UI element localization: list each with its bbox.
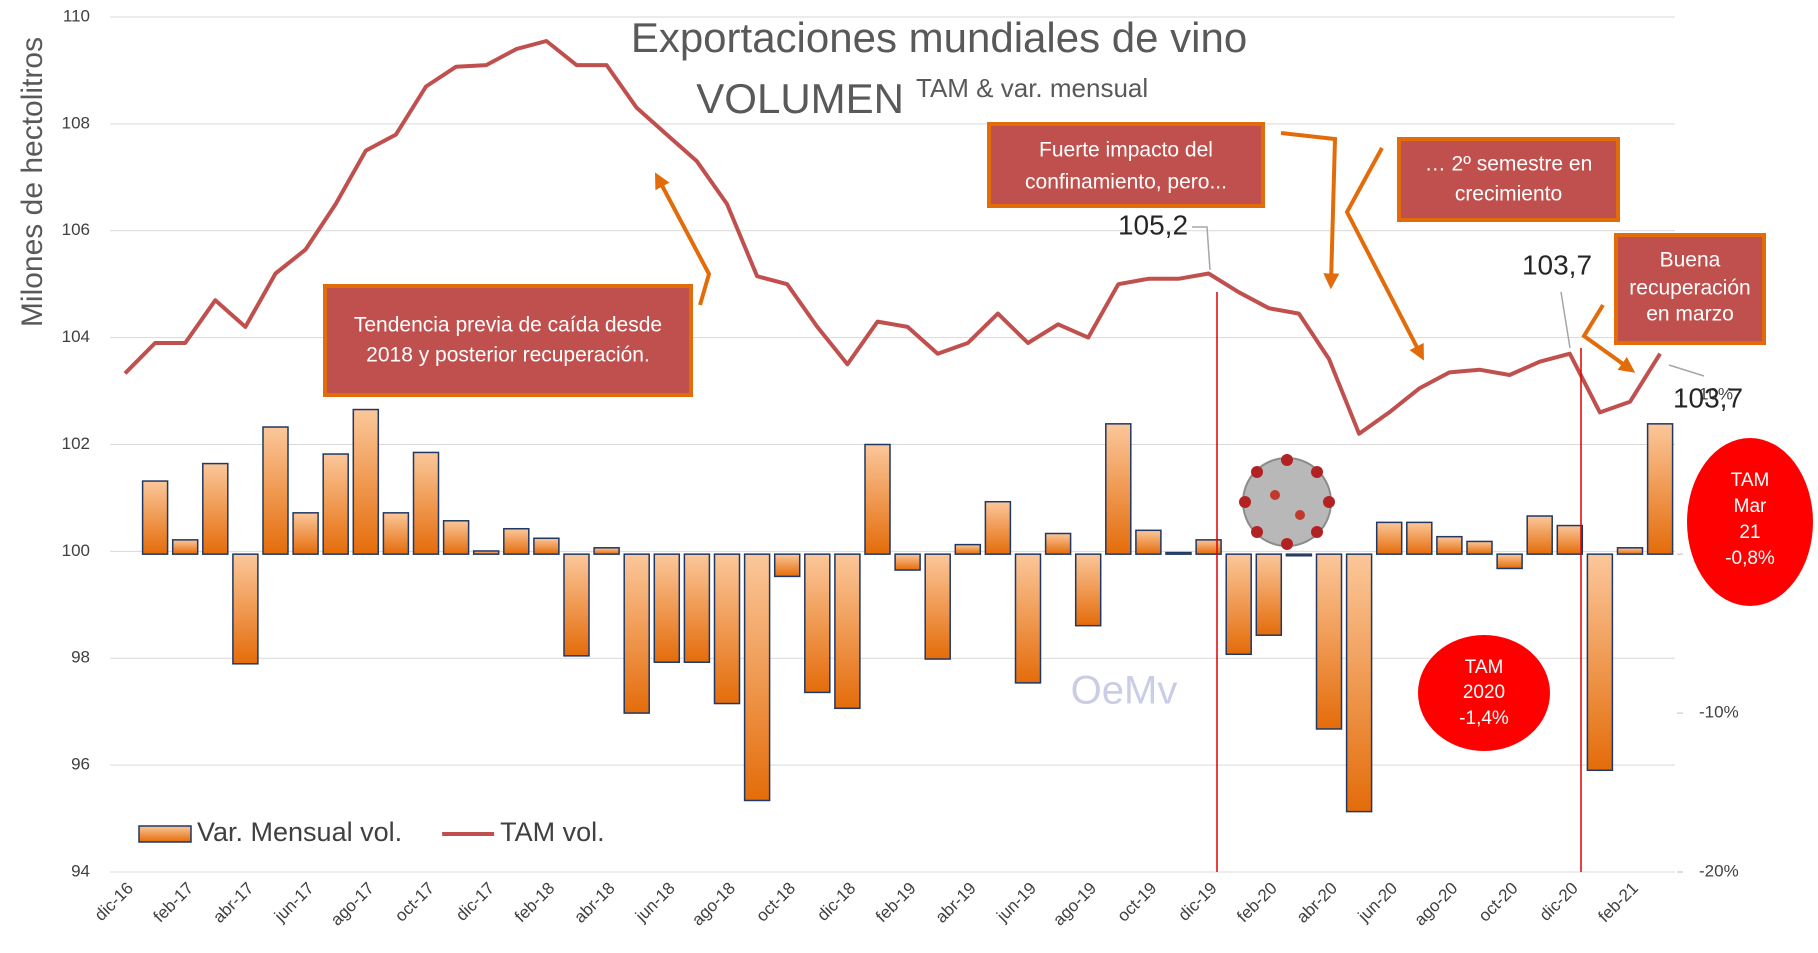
bar bbox=[534, 538, 559, 554]
bar bbox=[233, 554, 258, 664]
bar bbox=[1497, 554, 1522, 568]
bar bbox=[955, 545, 980, 555]
chart: 949698100102104106108110-20%-10%0%10%dic… bbox=[0, 0, 1818, 953]
chart-subtitle: VOLUMEN bbox=[696, 75, 904, 122]
bar bbox=[173, 540, 198, 554]
bar bbox=[1166, 553, 1191, 555]
y-tick-label: 98 bbox=[71, 648, 90, 667]
annotation-box bbox=[989, 124, 1263, 206]
bar bbox=[1407, 522, 1432, 554]
annotation-box bbox=[1399, 139, 1618, 220]
bar bbox=[775, 554, 800, 576]
chart-subtitle-note: TAM & var. mensual bbox=[916, 73, 1148, 103]
badge-text: Mar bbox=[1734, 496, 1767, 517]
bar bbox=[414, 452, 439, 554]
bar bbox=[1016, 554, 1041, 683]
bar bbox=[715, 554, 740, 703]
bar bbox=[293, 513, 318, 554]
bar bbox=[1347, 554, 1372, 811]
chart-title: Exportaciones mundiales de vino bbox=[631, 14, 1247, 61]
bar bbox=[1046, 533, 1071, 554]
bar bbox=[383, 513, 408, 554]
legend-label: Var. Mensual vol. bbox=[197, 817, 402, 847]
annotation-text: Tendencia previa de caída desde bbox=[354, 314, 662, 337]
y-tick-label: 102 bbox=[62, 434, 90, 453]
y2-tick-label: -10% bbox=[1699, 703, 1739, 722]
bar bbox=[444, 521, 469, 554]
bar bbox=[865, 445, 890, 555]
badge-text: 2020 bbox=[1463, 682, 1505, 703]
bar bbox=[835, 554, 860, 708]
annotation-text: Buena bbox=[1660, 249, 1721, 272]
bar bbox=[895, 554, 920, 570]
bar bbox=[925, 554, 950, 659]
annotation-text: … 2º semestre en bbox=[1425, 153, 1593, 176]
bar bbox=[323, 454, 348, 554]
annotation-box bbox=[325, 286, 691, 395]
data-label: 103,7 bbox=[1522, 249, 1592, 280]
bar bbox=[654, 554, 679, 662]
bar bbox=[1557, 526, 1582, 555]
badge-text: 21 bbox=[1739, 522, 1760, 543]
bar bbox=[1377, 522, 1402, 554]
bar bbox=[1618, 548, 1643, 554]
badge-text: TAM bbox=[1465, 657, 1504, 678]
badge-text: TAM bbox=[1731, 470, 1770, 491]
annotation-text: recuperación bbox=[1629, 277, 1750, 300]
y-tick-label: 110 bbox=[63, 6, 90, 25]
data-label: 103,7 bbox=[1673, 382, 1743, 413]
bar bbox=[1587, 554, 1612, 770]
annotation-text: crecimiento bbox=[1455, 183, 1562, 206]
bar bbox=[1317, 554, 1342, 729]
bar bbox=[1648, 424, 1673, 554]
y-tick-label: 108 bbox=[62, 113, 90, 132]
bar bbox=[504, 529, 529, 554]
bar bbox=[1226, 554, 1251, 654]
legend-swatch bbox=[139, 826, 191, 842]
bar bbox=[745, 554, 770, 800]
badge-text: -1,4% bbox=[1459, 708, 1509, 729]
annotation-text: 2018 y posterior recuperación. bbox=[366, 344, 650, 367]
bar bbox=[474, 551, 499, 554]
bar bbox=[263, 427, 288, 554]
annotation-text: en marzo bbox=[1646, 303, 1734, 326]
bar bbox=[594, 548, 619, 554]
bar bbox=[1286, 554, 1311, 556]
bar bbox=[805, 554, 830, 692]
bar bbox=[1437, 537, 1462, 554]
y-axis-label: Milones de hectolitros bbox=[16, 37, 49, 327]
watermark: OeMv bbox=[1071, 669, 1178, 713]
bar bbox=[1136, 530, 1161, 554]
legend-label: TAM vol. bbox=[500, 817, 605, 847]
y-tick-label: 106 bbox=[62, 220, 90, 239]
y-tick-label: 100 bbox=[62, 541, 90, 560]
badge-text: -0,8% bbox=[1725, 548, 1775, 569]
y2-tick-label: -20% bbox=[1699, 861, 1739, 880]
bar bbox=[203, 464, 228, 555]
data-label: 105,2 bbox=[1118, 209, 1188, 240]
y-tick-label: 94 bbox=[71, 861, 90, 880]
y-tick-label: 96 bbox=[71, 755, 90, 774]
bar bbox=[564, 554, 589, 656]
annotation-text: confinamiento, pero... bbox=[1025, 171, 1227, 194]
annotation-text: Fuerte impacto del bbox=[1039, 139, 1213, 162]
bar bbox=[1527, 516, 1552, 554]
bar bbox=[1076, 554, 1101, 626]
bar bbox=[1467, 541, 1492, 554]
bar bbox=[985, 502, 1010, 554]
bar bbox=[353, 410, 378, 555]
virus-icon bbox=[1239, 454, 1335, 550]
bar bbox=[1256, 554, 1281, 635]
bar bbox=[143, 481, 168, 554]
bar bbox=[1106, 424, 1131, 554]
bar bbox=[684, 554, 709, 662]
y-tick-label: 104 bbox=[62, 327, 90, 346]
bar bbox=[624, 554, 649, 713]
